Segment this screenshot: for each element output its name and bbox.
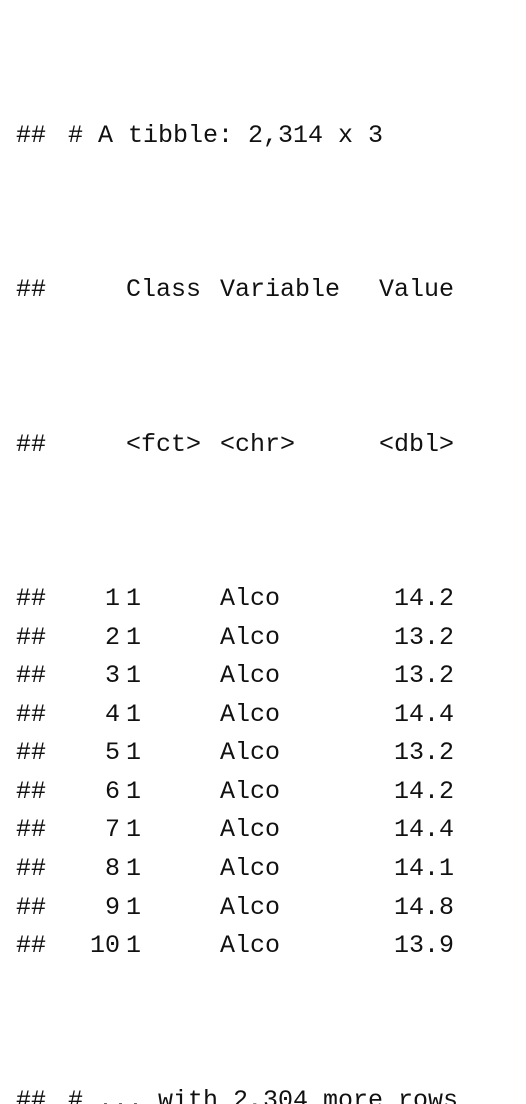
cell-class: 1	[126, 854, 142, 884]
comment-prefix: ##	[16, 661, 47, 691]
cell-variable: Alco	[220, 931, 281, 961]
cell-value: 13.2	[393, 622, 454, 652]
column-type-line: ## <fct> <chr> <dbl>	[16, 426, 522, 465]
cell-value: 14.4	[393, 699, 454, 729]
r-console-output: ## # A tibble: 2,314 x 3 ## Class Variable V…	[16, 0, 522, 1104]
tibble-summary: # A tibble: 2,314 x 3	[68, 120, 384, 150]
cell-class: 1	[126, 931, 142, 961]
table-row: ## 6 1 Alco 14.2	[16, 773, 522, 812]
cell-variable: Alco	[220, 661, 281, 691]
table-row: ## 10 1 Alco 13.9	[16, 927, 522, 966]
comment-prefix: ##	[16, 1085, 47, 1104]
comment-prefix: ##	[16, 776, 47, 806]
cell-value: 13.2	[393, 661, 454, 691]
comment-prefix: ##	[16, 854, 47, 884]
cell-class: 1	[126, 776, 142, 806]
cell-variable: Alco	[220, 892, 281, 922]
comment-prefix: ##	[16, 815, 47, 845]
cell-variable: Alco	[220, 738, 281, 768]
row-number: 8	[104, 854, 120, 884]
column-header-variable: Variable	[220, 275, 341, 305]
cell-value: 13.2	[393, 738, 454, 768]
cell-class: 1	[126, 699, 142, 729]
column-type-class: <fct>	[126, 429, 202, 459]
tibble-footer-line: ## # ... with 2,304 more rows	[16, 1082, 522, 1104]
cell-class: 1	[126, 583, 142, 613]
table-row: ## 2 1 Alco 13.2	[16, 619, 522, 658]
cell-class: 1	[126, 892, 142, 922]
row-number: 3	[104, 661, 120, 691]
comment-prefix: ##	[16, 892, 47, 922]
table-row: ## 5 1 Alco 13.2	[16, 734, 522, 773]
column-header-line: ## Class Variable Value	[16, 271, 522, 310]
column-header-value: Value	[378, 275, 454, 305]
comment-prefix: ##	[16, 699, 47, 729]
comment-prefix: ##	[16, 583, 47, 613]
comment-prefix: ##	[16, 738, 47, 768]
cell-variable: Alco	[220, 699, 281, 729]
table-row: ## 7 1 Alco 14.4	[16, 811, 522, 850]
comment-prefix: ##	[16, 429, 47, 459]
cell-class: 1	[126, 622, 142, 652]
cell-value: 14.4	[393, 815, 454, 845]
cell-value: 14.2	[393, 776, 454, 806]
row-number: 10	[89, 931, 120, 961]
cell-variable: Alco	[220, 776, 281, 806]
cell-variable: Alco	[220, 854, 281, 884]
comment-prefix: ##	[16, 275, 47, 305]
cell-value: 14.8	[393, 892, 454, 922]
comment-prefix: ##	[16, 622, 47, 652]
cell-class: 1	[126, 738, 142, 768]
cell-class: 1	[126, 661, 142, 691]
comment-prefix: ##	[16, 931, 47, 961]
row-number: 4	[104, 699, 120, 729]
cell-value: 14.2	[393, 583, 454, 613]
cell-variable: Alco	[220, 815, 281, 845]
row-number: 2	[104, 622, 120, 652]
table-row: ## 9 1 Alco 14.8	[16, 889, 522, 928]
cell-variable: Alco	[220, 622, 281, 652]
cell-value: 14.1	[393, 854, 454, 884]
row-number: 6	[104, 776, 120, 806]
row-number: 7	[104, 815, 120, 845]
column-type-value: <dbl>	[378, 429, 454, 459]
tibble-footer: # ... with 2,304 more rows	[68, 1085, 459, 1104]
comment-prefix: ##	[16, 120, 47, 150]
row-number: 9	[104, 892, 120, 922]
cell-class: 1	[126, 815, 142, 845]
table-row: ## 8 1 Alco 14.1	[16, 850, 522, 889]
tibble-summary-line: ## # A tibble: 2,314 x 3	[16, 117, 522, 156]
table-rows: ## 1 1 Alco 14.2 ## 2 1 Alco 13.2 ## 3 1 Alco 13.2 ## 4 1…	[16, 580, 522, 966]
cell-value: 13.9	[393, 931, 454, 961]
column-type-variable: <chr>	[220, 429, 296, 459]
cell-variable: Alco	[220, 583, 281, 613]
row-number: 5	[104, 738, 120, 768]
table-row: ## 1 1 Alco 14.2	[16, 580, 522, 619]
table-row: ## 3 1 Alco 13.2	[16, 657, 522, 696]
table-row: ## 4 1 Alco 14.4	[16, 696, 522, 735]
column-header-class: Class	[126, 275, 202, 305]
row-number: 1	[104, 583, 120, 613]
